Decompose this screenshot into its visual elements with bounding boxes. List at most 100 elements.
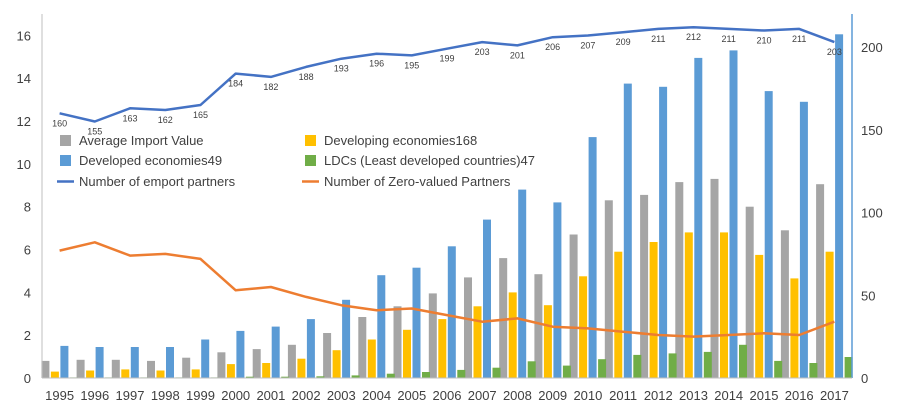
bar-developed-economies49-2000: [236, 330, 245, 378]
bar-developing-economies168-1995: [50, 371, 59, 378]
bar-developing-economies168-1998: [156, 370, 165, 378]
bar-developing-economies168-2014: [720, 232, 728, 378]
bar-developed-economies49-2017: [835, 34, 844, 379]
x-tick-label-2007: 2007: [468, 388, 497, 403]
bar-developed-economies49-2013: [694, 57, 703, 379]
data-label-partners-2010: 207: [580, 41, 595, 51]
bar-ldcs-least-developed-countries-47-2005: [422, 372, 430, 378]
data-label-partners-1999: 165: [193, 110, 208, 120]
bar-average-import-value-1996: [76, 359, 85, 378]
bar-developing-economies168-2016: [790, 278, 799, 378]
bar-ldcs-least-developed-countries-47-2014: [739, 344, 747, 378]
bar-ldcs-least-developed-countries-47-2010: [598, 359, 607, 378]
bar-developed-economies49-1995: [60, 345, 69, 378]
y2-tick-label-100: 100: [861, 206, 883, 221]
bar-average-import-value-2001: [252, 349, 261, 378]
bar-ldcs-least-developed-countries-47-2007: [492, 367, 501, 378]
data-label-partners-2012: 211: [651, 34, 665, 44]
x-tick-label-1995: 1995: [45, 388, 74, 403]
bar-ldcs-least-developed-countries-47-2011: [633, 354, 642, 378]
x-tick-label-1996: 1996: [80, 388, 109, 403]
x-tick-label-2000: 2000: [221, 388, 250, 403]
data-label-partners-2016: 211: [792, 34, 806, 44]
y-tick-label-6: 6: [24, 243, 31, 258]
data-label-partners-2009: 206: [545, 42, 560, 52]
bar-ldcs-least-developed-countries-47-2017: [844, 357, 853, 378]
bar-ldcs-least-developed-countries-47-2004: [386, 373, 395, 378]
y2-tick-label-50: 50: [861, 288, 875, 303]
bars-layer: [41, 34, 853, 379]
bar-average-import-value-2000: [217, 352, 226, 378]
bar-developed-economies49-1998: [166, 347, 174, 378]
bar-developing-economies168-2012: [649, 242, 658, 378]
bar-developed-economies49-2007: [483, 219, 491, 378]
y2-tick-label-200: 200: [861, 40, 883, 55]
x-tick-label-2011: 2011: [609, 388, 637, 403]
bar-average-import-value-2012: [640, 194, 649, 378]
y-tick-label-12: 12: [17, 114, 31, 129]
data-label-partners-1995: 160: [52, 118, 67, 128]
data-label-partners-2001: 182: [263, 82, 278, 92]
legend-label-developed-economies49: Developed economies49: [79, 153, 222, 168]
x-tick-label-2010: 2010: [573, 388, 602, 403]
x-tick-label-2005: 2005: [397, 388, 426, 403]
bar-ldcs-least-developed-countries-47-2012: [668, 353, 677, 378]
legend: Average Import Value Developing economies…: [57, 133, 535, 189]
bar-developing-economies168-2013: [684, 232, 693, 378]
bar-developed-economies49-2001: [271, 326, 280, 378]
legend-label-average-import-value: Average Import Value: [79, 133, 204, 148]
data-label-partners-2015: 210: [756, 36, 771, 46]
line-number-of-emport-partners: [59, 25, 835, 123]
y-tick-label-10: 10: [17, 157, 31, 172]
legend-label-number-of-zero-valued-partners: Number of Zero-valued Partners: [324, 174, 511, 189]
bar-ldcs-least-developed-countries-47-2000: [245, 376, 254, 378]
x-tick-label-2009: 2009: [538, 388, 567, 403]
bar-developed-economies49-1996: [95, 347, 104, 378]
bar-average-import-value-1998: [147, 360, 155, 378]
bar-developing-economies168-2007: [473, 306, 482, 378]
bar-developing-economies168-2006: [438, 319, 447, 378]
legend-swatch-ldcs-least-developed-countries-47: [305, 155, 316, 166]
bar-average-import-value-2010: [569, 234, 578, 378]
x-tick-label-2013: 2013: [679, 388, 708, 403]
bar-ldcs-least-developed-countries-47-2001: [281, 376, 290, 378]
bar-developing-economies168-1996: [86, 370, 95, 378]
legend-swatch-developed-economies49: [60, 155, 71, 166]
x-tick-label-2015: 2015: [750, 388, 779, 403]
bar-ldcs-least-developed-countries-47-2015: [774, 360, 783, 378]
bar-developing-economies168-2017: [825, 251, 834, 378]
legend-swatch-average-import-value: [60, 135, 71, 146]
legend-swatch-developing-economies168: [305, 135, 316, 146]
bar-developing-economies168-2004: [367, 339, 376, 378]
x-tick-label-2016: 2016: [785, 388, 814, 403]
data-label-partners-2007: 203: [475, 47, 490, 57]
bar-average-import-value-2007: [464, 277, 472, 378]
data-label-partners-1997: 163: [122, 113, 137, 123]
bar-ldcs-least-developed-countries-47-2003: [351, 375, 360, 378]
x-tick-label-2001: 2001: [256, 388, 285, 403]
bar-ldcs-least-developed-countries-47-2013: [703, 351, 712, 378]
bar-developing-economies168-2002: [297, 358, 306, 378]
bar-ldcs-least-developed-countries-47-2006: [457, 369, 466, 378]
bar-ldcs-least-developed-countries-47-2008: [527, 361, 536, 378]
x-tick-label-2006: 2006: [433, 388, 462, 403]
data-label-partners-2011: 209: [616, 37, 631, 47]
bar-developed-economies49-2015: [764, 91, 773, 378]
bar-developing-economies168-2009: [543, 305, 552, 378]
y2-tick-label-150: 150: [861, 123, 883, 138]
bar-average-import-value-2013: [675, 182, 684, 378]
bar-average-import-value-2015: [745, 206, 754, 378]
lines-layer: 160 155 163 162 165 184 182 188 193 196 195 199 203 2…: [52, 25, 842, 338]
legend-label-ldcs-least-developed-countries-47: LDCs (Least developed countries)47: [324, 153, 535, 168]
bar-developed-economies49-2008: [518, 189, 527, 378]
x-tick-label-2017: 2017: [820, 388, 849, 403]
bar-developing-economies168-2008: [508, 292, 517, 378]
y2-tick-label-0: 0: [861, 371, 868, 386]
x-tick-label-2003: 2003: [327, 388, 356, 403]
legend-label-developing-economies168: Developing economies168: [324, 133, 477, 148]
data-label-partners-2005: 195: [404, 60, 419, 70]
bar-average-import-value-2009: [534, 274, 543, 378]
bar-developing-economies168-2003: [332, 350, 341, 378]
bar-average-import-value-2011: [604, 200, 613, 378]
